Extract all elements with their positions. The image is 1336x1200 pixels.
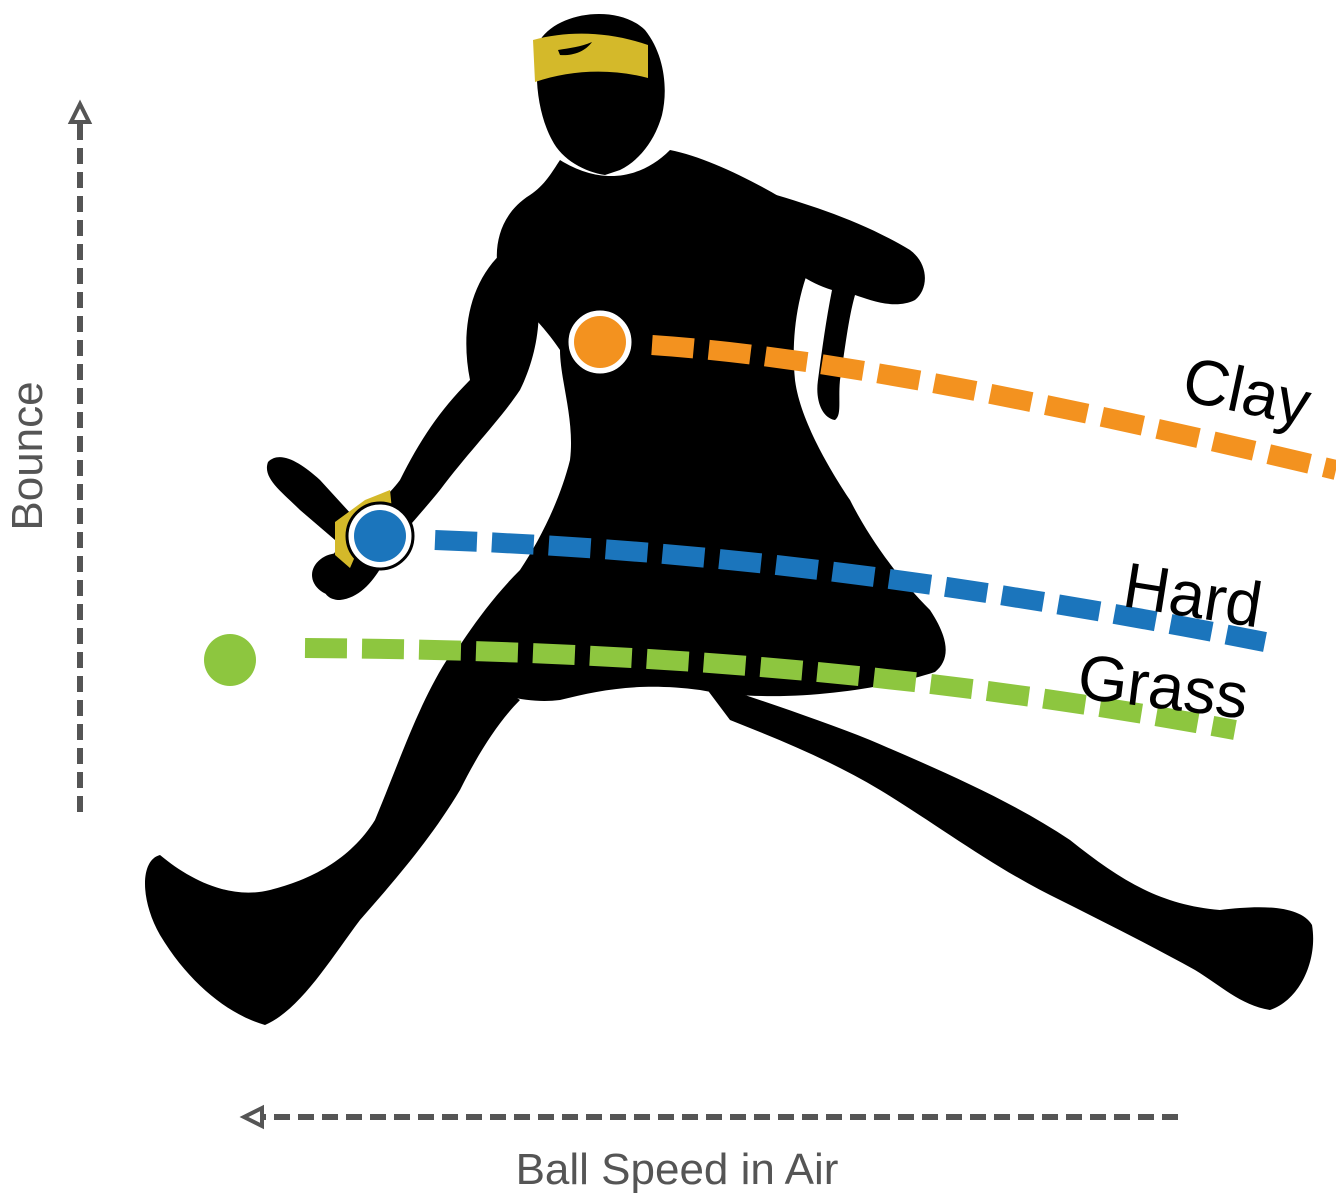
bounce-axis-arrow: [67, 99, 93, 812]
headband-icon: [533, 33, 648, 82]
clay-ball-icon: [565, 307, 635, 377]
hard-ball-icon: [345, 501, 415, 571]
nike-swoosh-icon: [558, 42, 592, 56]
tennis-player-silhouette-icon: [145, 13, 1314, 1025]
racket-handle: [266, 457, 352, 540]
speed-axis-label: Ball Speed in Air: [516, 1145, 839, 1194]
player-bent-arm: [760, 190, 925, 420]
clay-trajectory: [651, 335, 1336, 480]
clay-trajectory-line: [651, 335, 1336, 480]
grass-trajectory-line: [304, 638, 1237, 740]
player-left-leg: [145, 655, 520, 1025]
player-torso: [450, 150, 946, 701]
grass-trajectory: [304, 638, 1237, 740]
player-right-leg: [700, 680, 1314, 1010]
player-hand: [312, 553, 368, 597]
hard-trajectory: [434, 530, 1267, 652]
grass-ball-icon: [204, 634, 256, 686]
grass-label: Grass: [1074, 640, 1252, 732]
clay-label: Clay: [1177, 343, 1317, 440]
bounce-axis-label: Bounce: [3, 381, 52, 530]
speed-axis-arrow: [239, 1104, 1178, 1130]
hard-trajectory-line: [434, 530, 1267, 652]
